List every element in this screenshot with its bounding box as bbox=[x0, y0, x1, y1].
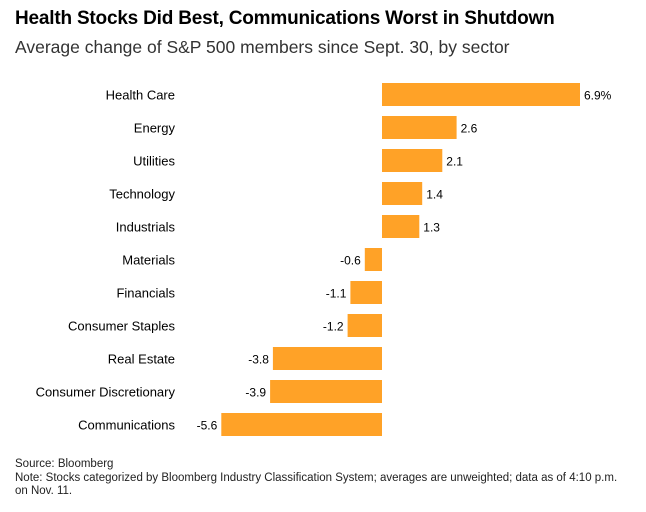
category-label: Health Care bbox=[106, 88, 175, 103]
bar-industrials bbox=[382, 215, 420, 238]
bar-technology bbox=[382, 182, 423, 205]
category-label: Consumer Discretionary bbox=[36, 385, 176, 400]
bar-communications bbox=[221, 413, 382, 436]
chart-footer: Source: Bloomberg Note: Stocks categoriz… bbox=[15, 458, 625, 499]
category-label: Consumer Staples bbox=[68, 319, 175, 334]
bar-consumer-staples bbox=[347, 314, 382, 337]
value-label: -0.6 bbox=[340, 254, 361, 268]
category-label: Financials bbox=[116, 286, 175, 301]
category-label: Technology bbox=[109, 187, 175, 202]
bar-financials bbox=[350, 281, 382, 304]
category-label: Energy bbox=[134, 121, 176, 136]
bar-real-estate bbox=[272, 347, 382, 370]
bar-chart: Health Care 6.9% Energy 2.6 Utilities 2.1 Tech… bbox=[36, 83, 612, 436]
category-label: Industrials bbox=[116, 220, 176, 235]
value-label: -3.8 bbox=[248, 353, 269, 367]
chart-subtitle: Average change of S&P 500 members since … bbox=[15, 37, 510, 57]
bar-health-care bbox=[382, 83, 580, 106]
bar-materials bbox=[364, 248, 382, 271]
bar-utilities bbox=[382, 149, 443, 172]
value-label: -3.9 bbox=[245, 386, 266, 400]
methodology-note: Note: Stocks categorized by Bloomberg In… bbox=[15, 471, 618, 498]
bar-energy bbox=[382, 116, 457, 139]
value-label: 1.4 bbox=[426, 188, 443, 202]
value-label: 6.9% bbox=[584, 89, 612, 103]
category-label: Communications bbox=[78, 418, 175, 433]
category-label: Utilities bbox=[133, 154, 175, 169]
bar-consumer-discretionary bbox=[270, 380, 382, 403]
category-label: Real Estate bbox=[108, 352, 175, 367]
category-label: Materials bbox=[122, 253, 175, 268]
value-label: -1.1 bbox=[326, 287, 347, 301]
value-label: 2.6 bbox=[461, 122, 478, 136]
value-label: 1.3 bbox=[423, 221, 440, 235]
value-label: 2.1 bbox=[446, 155, 463, 169]
value-label: -1.2 bbox=[323, 320, 344, 334]
value-label: -5.6 bbox=[197, 419, 218, 433]
chart-title: Health Stocks Did Best, Communications W… bbox=[15, 8, 555, 29]
source-note: Source: Bloomberg bbox=[15, 458, 114, 470]
